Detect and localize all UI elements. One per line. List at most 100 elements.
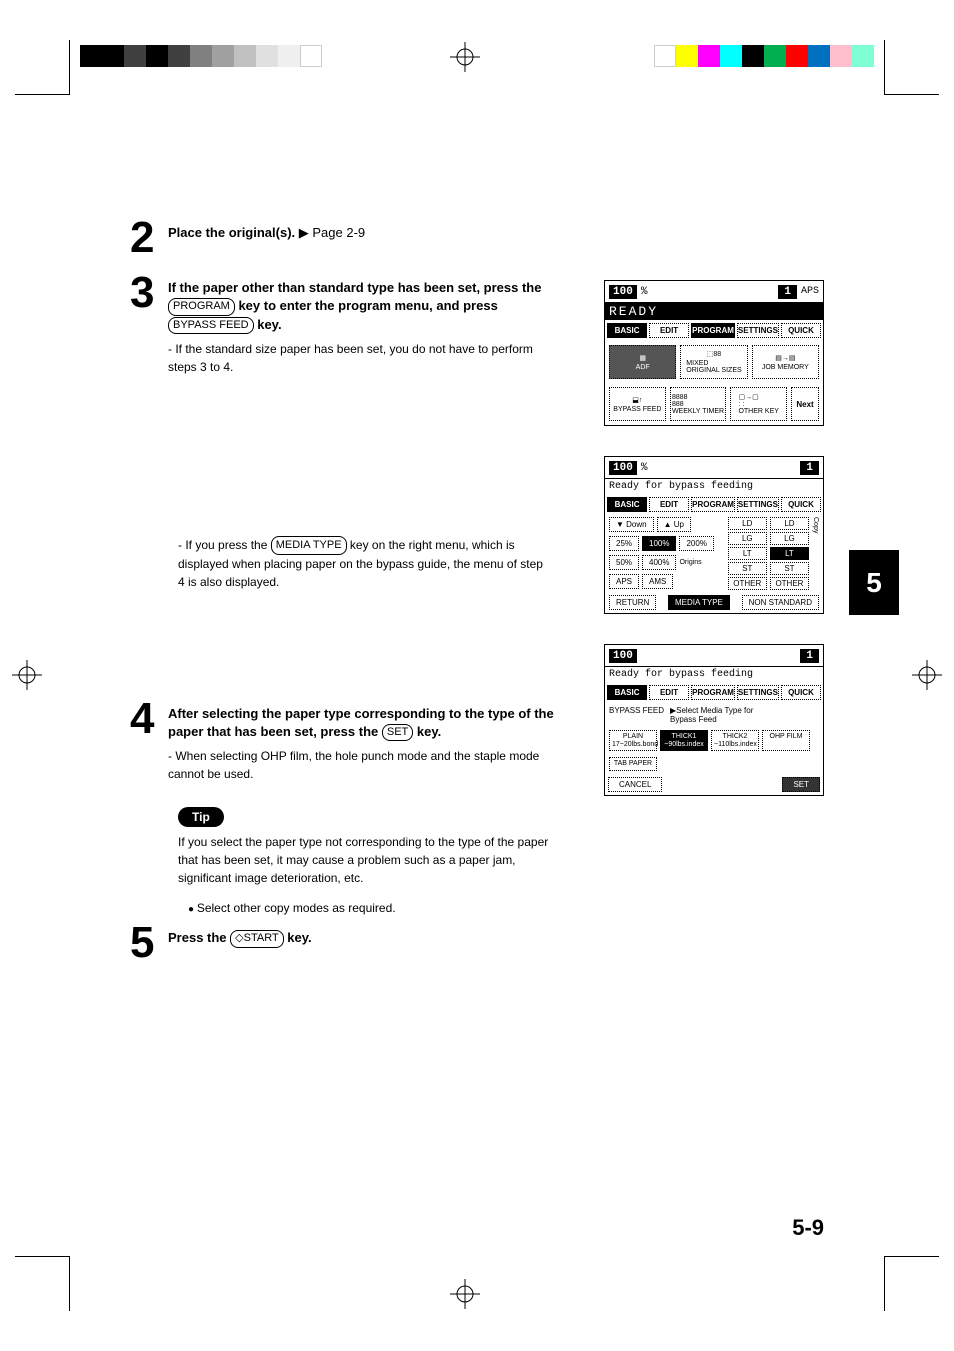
next-button[interactable]: Next [791,387,819,421]
tab-settings-3[interactable]: SETTINGS [737,685,779,700]
non-standard-button[interactable]: NON STANDARD [742,595,819,610]
set-key: SET [382,724,413,741]
media-type-key: MEDIA TYPE [271,536,347,555]
zoom-value: 100 [613,286,633,298]
media-ohp[interactable]: OHP FILM [762,730,810,751]
tab-basic[interactable]: BASIC [607,323,647,338]
step-3-note-a: If you press the [185,538,270,552]
mixed-sizes-icon[interactable]: ⬚88MIXED ORIGINAL SIZES [680,345,747,379]
lcd-screen-program: 100 % 1 APS READY BASIC EDIT PROGRAM SET… [604,280,824,426]
bypass-feed-icon[interactable]: ⬓↑BYPASS FEED [609,387,666,421]
media-thick1[interactable]: THICK1~90lbs.index [660,730,708,751]
tab-settings[interactable]: SETTINGS [737,323,779,338]
size-lt-r[interactable]: LT [770,547,809,560]
aps-button[interactable]: APS [609,574,639,589]
step-2-title: Place the original(s). [168,225,299,240]
step-3-note: - If you press the MEDIA TYPE key on the… [178,536,548,591]
select-media-instruction: ▶Select Media Type for Bypass Feed [670,706,753,724]
tab-basic-2[interactable]: BASIC [607,497,647,512]
crop-mark-tr [884,40,939,95]
lcd-screen-mediatype: 100 1 Ready for bypass feeding BASIC EDI… [604,644,824,796]
copy-label: Copy [812,517,819,590]
step-5: 5 Press the ◇START key. [130,925,824,960]
step-4-text-b: key. [413,724,441,739]
tab-program-2[interactable]: PROGRAM [691,497,735,512]
page-content: 5 5-9 2 Place the original(s). ▶ Page 2-… [70,80,884,1271]
page-number: 5-9 [792,1215,824,1241]
media-thick2[interactable]: THICK2~110lbs.index [711,730,759,751]
step-3-text-b: key to enter the program menu, and press [235,298,498,313]
crop-mark-br [884,1256,939,1311]
step-5-text-b: key. [284,930,312,945]
step-3-number: 3 [130,275,168,376]
registration-mark-bottom [450,1279,480,1309]
step-3-sub1: If the standard size paper has been set,… [168,342,533,374]
bypass-feed-key: BYPASS FEED [168,317,254,334]
job-memory-icon[interactable]: ▤→▤JOB MEMORY [752,345,819,379]
size-ld-l[interactable]: LD [728,517,767,530]
step-4-sub: When selecting OHP film, the hole punch … [168,749,539,781]
registration-mark-left [12,660,42,690]
size-st-l[interactable]: ST [728,562,767,575]
size-ld-r[interactable]: LD [770,517,809,530]
cancel-button[interactable]: CANCEL [608,777,662,792]
program-key: PROGRAM [168,298,235,315]
size-lt-l[interactable]: LT [728,547,767,560]
zoom-up-button[interactable]: ▲ Up [657,517,691,532]
tab-edit[interactable]: EDIT [649,323,689,338]
set-button[interactable]: SET [782,777,820,792]
zoom-25[interactable]: 25% [609,536,639,551]
tab-quick-3[interactable]: QUICK [781,685,821,700]
media-plain[interactable]: PLAIN17~20lbs.bond [609,730,657,751]
other-l[interactable]: OTHER [728,577,767,590]
ready-status: READY [605,303,823,320]
adf-icon[interactable]: ▦ADF [609,345,676,379]
ams-button[interactable]: AMS [642,574,673,589]
tab-program-3[interactable]: PROGRAM [691,685,735,700]
zoom-value-2: 100 [613,462,633,474]
tab-settings-2[interactable]: SETTINGS [737,497,779,512]
arrow-icon: ▶ [299,225,309,240]
step-4-text-a: After selecting the paper type correspon… [168,706,554,739]
zoom-100[interactable]: 100% [642,536,676,551]
step-2-number: 2 [130,220,168,255]
tab-basic-3[interactable]: BASIC [607,685,647,700]
other-key-icon[interactable]: ▢→▢ : : OTHER KEY [730,387,787,421]
aps-label: APS [801,286,819,297]
lcd-screens-column: 100 % 1 APS READY BASIC EDIT PROGRAM SET… [604,280,824,816]
zoom-200[interactable]: 200% [679,536,713,551]
zoom-down-button[interactable]: ▼ Down [609,517,654,532]
copies-value-2: 1 [800,461,819,475]
registration-mark-right [912,660,942,690]
size-lg-l[interactable]: LG [728,532,767,545]
media-type-button[interactable]: MEDIA TYPE [668,595,730,610]
tab-quick[interactable]: QUICK [781,323,821,338]
tip-badge: Tip [178,807,224,827]
tab-edit-3[interactable]: EDIT [649,685,689,700]
lcd-tabs: BASIC EDIT PROGRAM SETTINGS QUICK [605,320,823,341]
return-button[interactable]: RETURN [609,595,656,610]
color-step-wedge [654,45,874,67]
crop-mark-bl [15,1256,70,1311]
step-5-number: 5 [130,925,168,960]
chapter-tab: 5 [849,550,899,615]
media-tab-paper[interactable]: TAB PAPER [609,757,657,771]
weekly-timer-icon[interactable]: 8888 888 WEEKLY TIMER [670,387,727,421]
tab-edit-2[interactable]: EDIT [649,497,689,512]
step-3-text-a: If the paper other than standard type ha… [168,280,541,295]
gray-step-wedge [80,45,322,67]
lcd-screen-bypass: 100 % 1 Ready for bypass feeding BASIC E… [604,456,824,614]
registration-mark-top [450,42,480,72]
zoom-50[interactable]: 50% [609,555,639,570]
tab-program[interactable]: PROGRAM [691,323,735,338]
ready-msg-3: Ready for bypass feeding [605,667,823,682]
step-5-text-a: Press the [168,930,230,945]
size-lg-r[interactable]: LG [770,532,809,545]
ready-msg-2: Ready for bypass feeding [605,479,823,494]
size-st-r[interactable]: ST [770,562,809,575]
other-r[interactable]: OTHER [770,577,809,590]
zoom-400[interactable]: 400% [642,555,676,570]
tab-quick-2[interactable]: QUICK [781,497,821,512]
tip-text: If you select the paper type not corresp… [178,833,558,887]
bypass-feed-header: BYPASS FEED [609,706,664,724]
